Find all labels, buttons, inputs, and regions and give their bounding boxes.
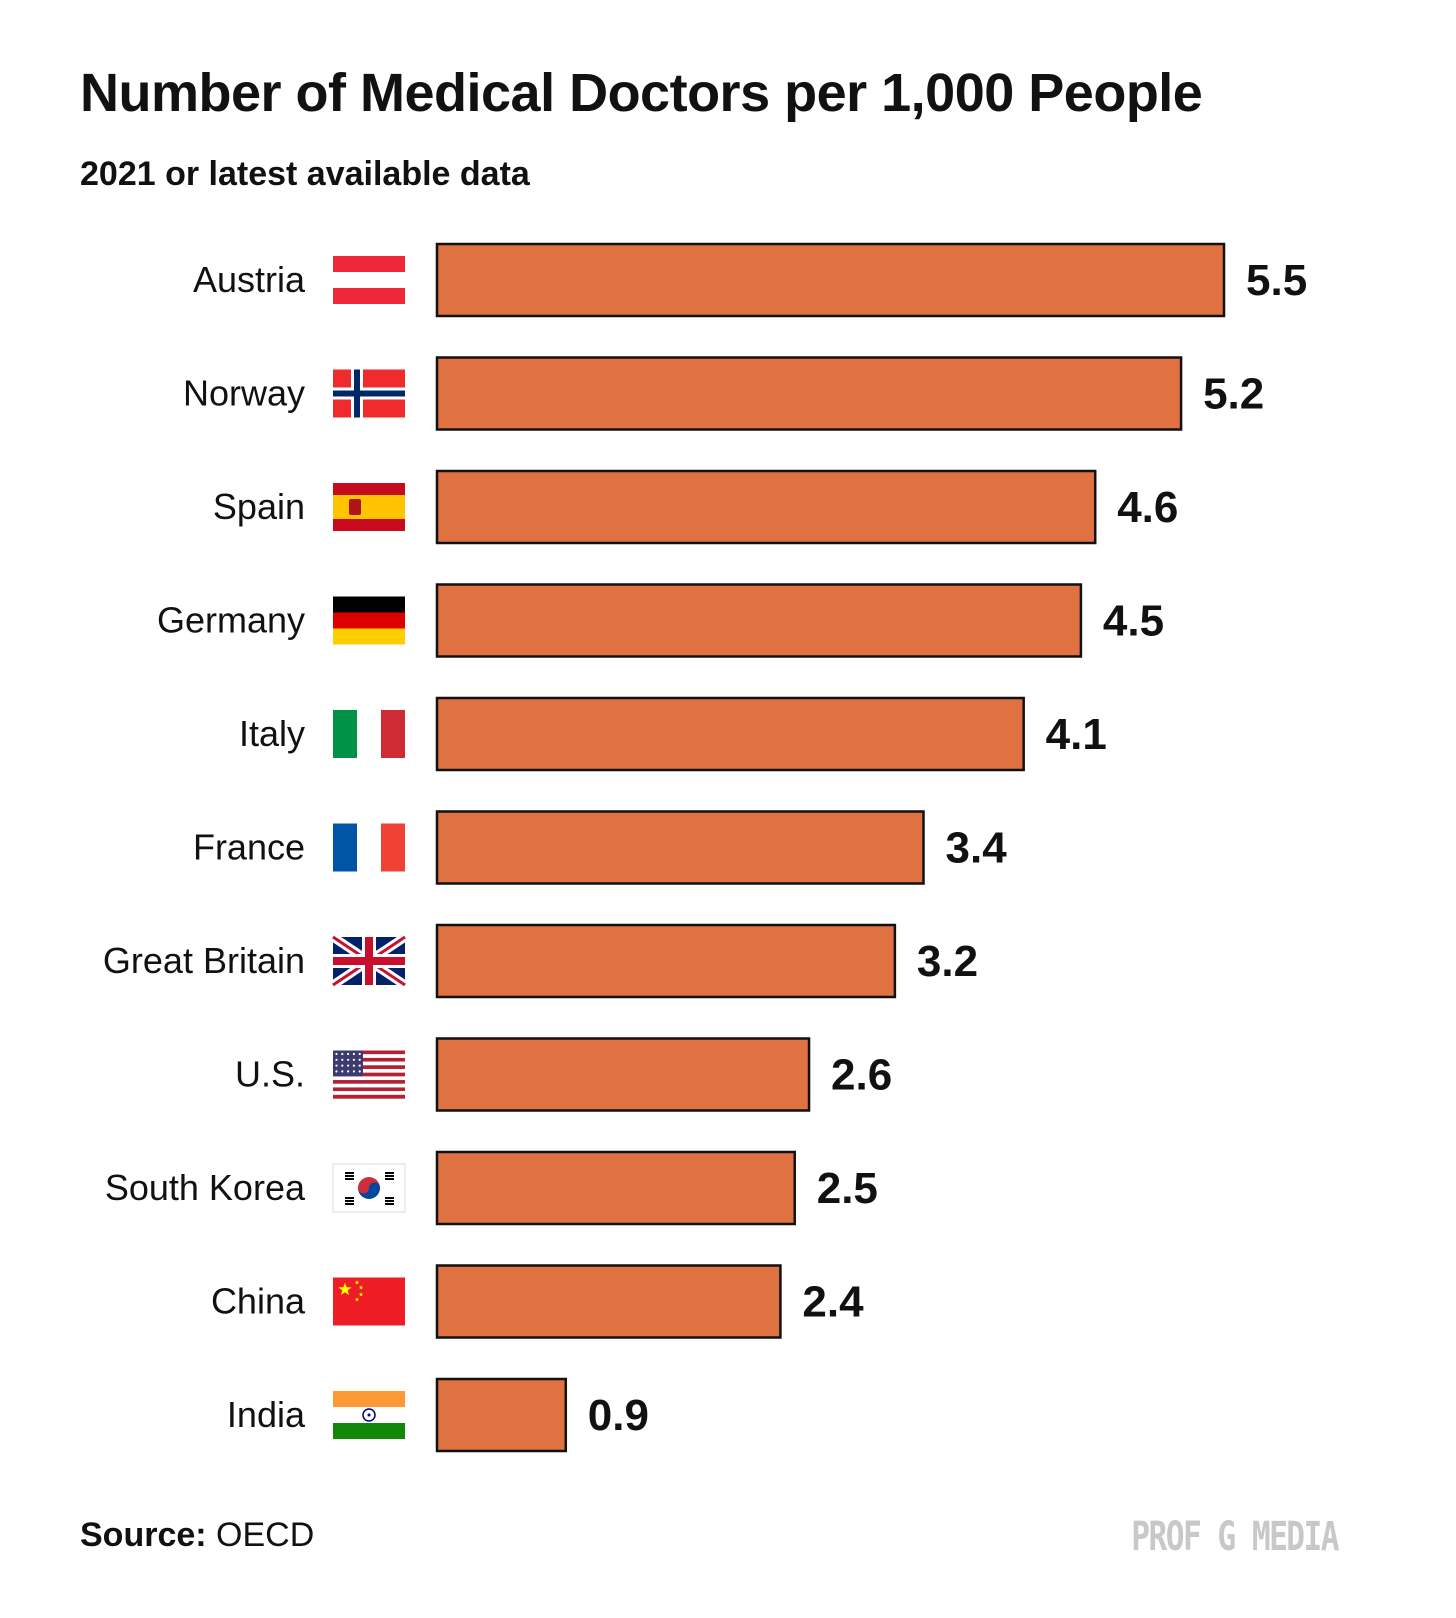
category-label-china: China: [211, 1281, 306, 1322]
category-label-spain: Spain: [213, 486, 305, 527]
chart-subtitle: 2021 or latest available data: [80, 155, 530, 193]
france-flag-icon: [333, 823, 405, 872]
germany-flag-icon: [333, 596, 405, 645]
chart-title: Number of Medical Doctors per 1,000 Peop…: [80, 63, 1203, 123]
category-label-great-britain: Great Britain: [103, 940, 305, 981]
category-label-italy: Italy: [239, 713, 305, 754]
source-value: OECD: [216, 1516, 315, 1554]
norway-flag-icon: [333, 369, 405, 418]
spain-flag-icon: [333, 483, 405, 531]
bar-china: [435, 1264, 782, 1339]
china-flag-icon: [333, 1277, 405, 1326]
bar-france: [435, 810, 925, 885]
category-label-france: France: [193, 827, 305, 868]
value-label-italy: 4.1: [1046, 710, 1107, 759]
value-label-germany: 4.5: [1103, 597, 1164, 646]
bar-norway: [435, 356, 1183, 431]
source-label: Source:: [80, 1516, 207, 1554]
bar-south-korea: [435, 1150, 796, 1226]
bar-india: [435, 1377, 568, 1453]
value-label-great-britain: 3.2: [917, 937, 978, 986]
value-label-u-s: 2.6: [831, 1051, 892, 1100]
category-label-india: India: [227, 1394, 306, 1435]
category-label-austria: Austria: [193, 259, 306, 300]
great-britain-flag-icon: [330, 933, 408, 989]
bar-spain: [435, 469, 1097, 545]
category-label-germany: Germany: [157, 600, 305, 641]
category-label-south-korea: South Korea: [105, 1167, 306, 1208]
source-note: Source: OECD: [80, 1516, 314, 1555]
bar-austria: [435, 242, 1226, 318]
value-label-india: 0.9: [588, 1391, 649, 1440]
value-label-austria: 5.5: [1246, 256, 1307, 305]
value-label-france: 3.4: [946, 824, 1008, 873]
italy-flag-icon: [333, 710, 405, 758]
category-label-norway: Norway: [183, 373, 305, 414]
value-label-spain: 4.6: [1117, 483, 1178, 532]
austria-flag-icon: [333, 256, 405, 304]
value-label-china: 2.4: [802, 1278, 864, 1327]
category-label-u-s: U.S.: [235, 1054, 305, 1095]
india-flag-icon: [333, 1391, 405, 1439]
south-korea-flag-icon: [332, 1163, 406, 1213]
value-label-south-korea: 2.5: [817, 1164, 878, 1213]
bar-great-britain: [435, 923, 897, 999]
bar-u-s: [435, 1037, 811, 1112]
bar-italy: [435, 696, 1025, 772]
brand-logo: PROF G MEDIA: [1131, 1514, 1339, 1560]
value-label-norway: 5.2: [1203, 370, 1264, 419]
bar-germany: [435, 583, 1083, 658]
bar-chart: Austria 5.5 Norway 5.2 Spain 4.6 Germany 4.5 Ita…: [103, 242, 1307, 1453]
us-flag-icon: [333, 1050, 405, 1099]
